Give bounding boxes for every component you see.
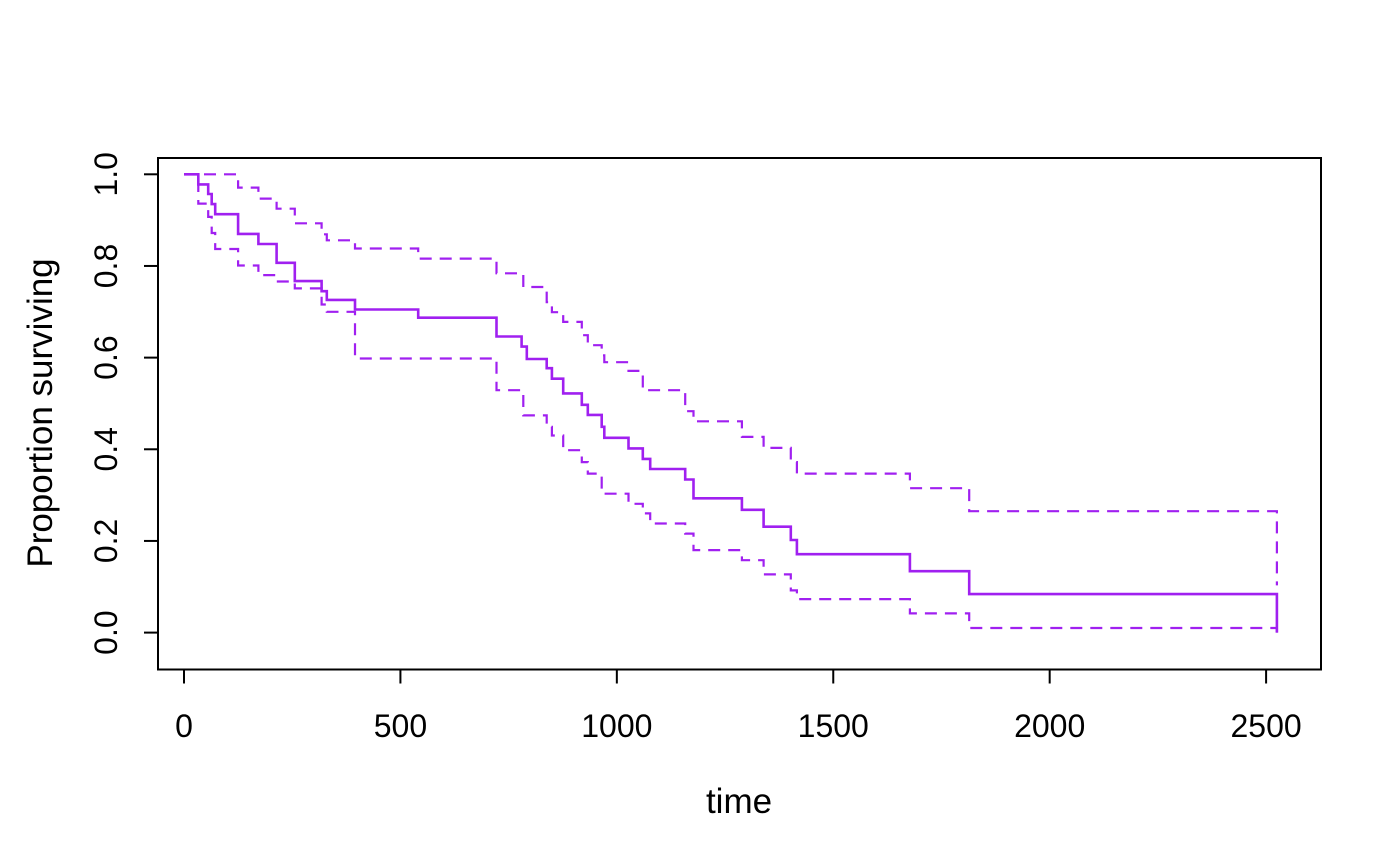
y-axis-tick-label: 0.6 bbox=[88, 335, 124, 379]
x-axis-tick-label: 2500 bbox=[1231, 708, 1302, 744]
x-axis-tick-label: 1000 bbox=[581, 708, 652, 744]
upper-ci-curve bbox=[184, 173, 1278, 586]
x-axis-tick-label: 500 bbox=[374, 708, 427, 744]
x-axis: 0 500 1000 1500 2000 2500 bbox=[175, 669, 1302, 744]
series-group bbox=[184, 173, 1279, 633]
plot-box bbox=[157, 157, 1322, 671]
y-axis-tick-label: 0.2 bbox=[88, 519, 124, 563]
y-axis-tick-label: 1.0 bbox=[88, 152, 124, 196]
x-axis-tick-label: 2000 bbox=[1014, 708, 1085, 744]
y-axis-tick-label: 0.8 bbox=[88, 244, 124, 288]
x-axis-tick-label: 1500 bbox=[798, 708, 869, 744]
survival-curve bbox=[184, 173, 1279, 633]
x-axis-title: time bbox=[706, 782, 772, 821]
y-axis-title: Proportion surviving bbox=[21, 258, 60, 567]
y-axis: 0.0 0.2 0.4 0.6 0.8 1.0 bbox=[88, 152, 158, 655]
lower-ci-curve bbox=[184, 173, 1278, 633]
x-axis-tick-label: 0 bbox=[175, 708, 193, 744]
y-axis-tick-label: 0.0 bbox=[88, 610, 124, 654]
y-axis-tick-label: 0.4 bbox=[88, 427, 124, 471]
